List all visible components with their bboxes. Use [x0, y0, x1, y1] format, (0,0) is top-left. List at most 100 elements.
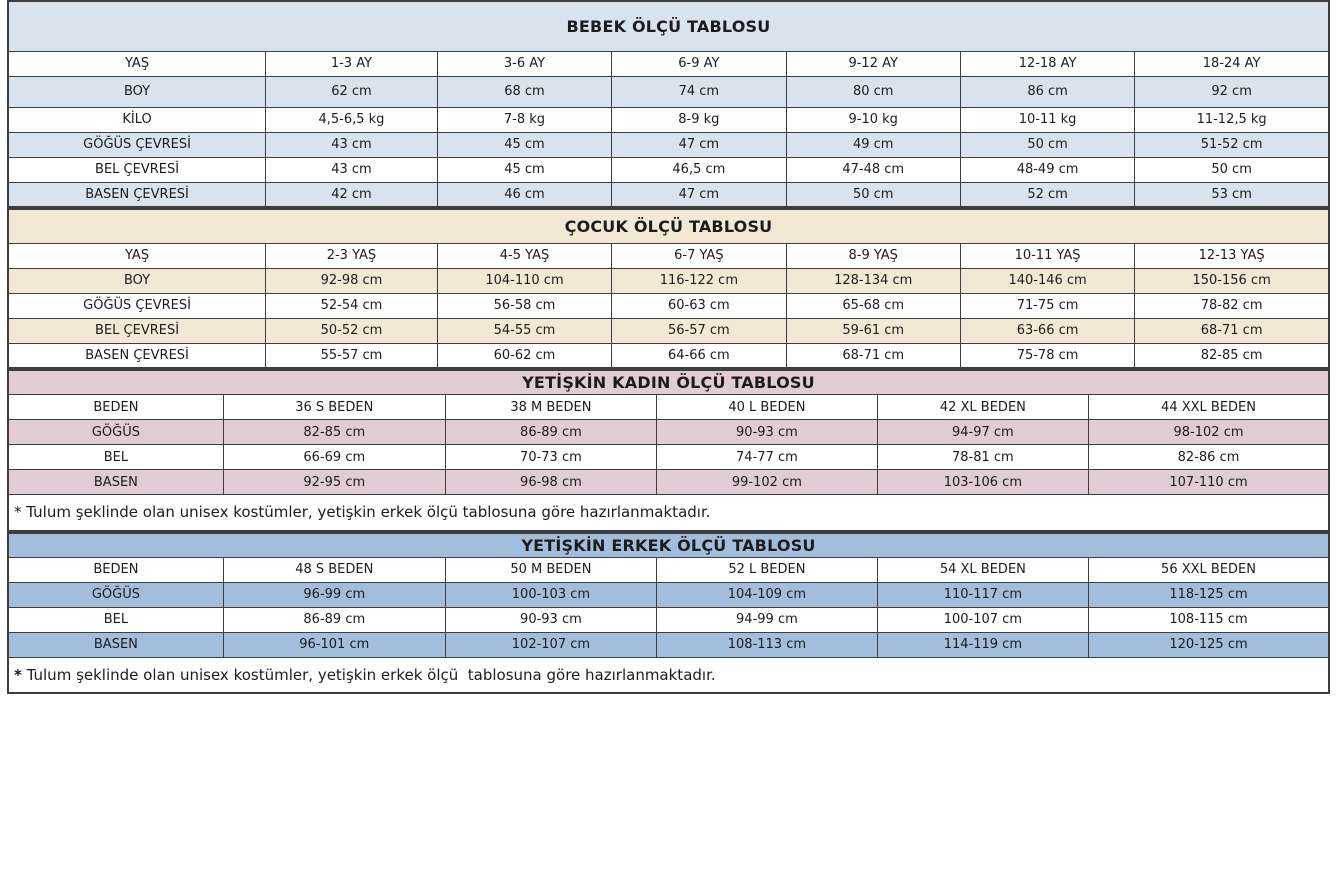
value-cell: 68-71 cm — [1134, 317, 1330, 344]
value-cell: 52-54 cm — [265, 292, 438, 319]
value-cell: 96-101 cm — [222, 631, 446, 658]
men-table-footnote: * Tulum şeklinde olan unisex kostümler, … — [7, 656, 1330, 694]
value-cell: 68-71 cm — [785, 342, 961, 369]
value-cell: 80 cm — [785, 75, 961, 108]
value-cell: 92-98 cm — [265, 267, 438, 294]
value-cell: 56-58 cm — [436, 292, 613, 319]
title-row: YETİŞKİN ERKEK ÖLÇÜ TABLOSU — [7, 532, 1330, 558]
row-label: BOY — [7, 75, 267, 108]
value-cell: 96-99 cm — [222, 581, 446, 608]
table-row: BASEN 96-101 cm 102-107 cm 108-113 cm 11… — [7, 631, 1330, 658]
column-header: 42 XL BEDEN — [876, 394, 1090, 420]
value-cell: 90-93 cm — [444, 606, 658, 633]
row-label: BEDEN — [7, 394, 224, 420]
value-cell: 104-109 cm — [656, 581, 878, 608]
men-size-table: YETİŞKİN ERKEK ÖLÇÜ TABLOSU BEDEN 48 S B… — [7, 531, 1330, 694]
value-cell: 114-119 cm — [876, 631, 1090, 658]
value-cell: 8-9 kg — [611, 106, 787, 133]
table-row: BEL 66-69 cm 70-73 cm 74-77 cm 78-81 cm … — [7, 444, 1330, 470]
table-row: BASEN ÇEVRESİ 42 cm 46 cm 47 cm 50 cm 52… — [7, 181, 1330, 208]
header-row: BEDEN 36 S BEDEN 38 M BEDEN 40 L BEDEN 4… — [7, 394, 1330, 420]
column-header: 9-12 AY — [785, 50, 961, 77]
row-label: BASEN ÇEVRESİ — [7, 181, 267, 208]
column-header: 50 M BEDEN — [444, 556, 658, 583]
footnote-row: * Tulum şeklinde olan unisex kostümler, … — [7, 494, 1330, 531]
column-header: 38 M BEDEN — [444, 394, 658, 420]
value-cell: 48-49 cm — [959, 156, 1136, 183]
value-cell: 78-81 cm — [876, 444, 1090, 470]
value-cell: 68 cm — [436, 75, 613, 108]
table-row: BOY 62 cm 68 cm 74 cm 80 cm 86 cm 92 cm — [7, 75, 1330, 108]
value-cell: 64-66 cm — [611, 342, 787, 369]
value-cell: 42 cm — [265, 181, 438, 208]
baby-table-title: BEBEK ÖLÇÜ TABLOSU — [7, 0, 1330, 52]
title-row: BEBEK ÖLÇÜ TABLOSU — [7, 0, 1330, 52]
value-cell: 150-156 cm — [1134, 267, 1330, 294]
value-cell: 54-55 cm — [436, 317, 613, 344]
value-cell: 92-95 cm — [222, 469, 446, 495]
value-cell: 47 cm — [611, 131, 787, 158]
column-header: 8-9 YAŞ — [785, 242, 961, 269]
column-header: 1-3 AY — [265, 50, 438, 77]
value-cell: 47 cm — [611, 181, 787, 208]
value-cell: 52 cm — [959, 181, 1136, 208]
value-cell: 86-89 cm — [444, 419, 658, 445]
value-cell: 49 cm — [785, 131, 961, 158]
header-row: YAŞ 1-3 AY 3-6 AY 6-9 AY 9-12 AY 12-18 A… — [7, 50, 1330, 77]
title-row: ÇOCUK ÖLÇÜ TABLOSU — [7, 208, 1330, 244]
value-cell: 99-102 cm — [656, 469, 878, 495]
column-header: 48 S BEDEN — [222, 556, 446, 583]
value-cell: 56-57 cm — [611, 317, 787, 344]
value-cell: 50 cm — [785, 181, 961, 208]
column-header: 12-13 YAŞ — [1134, 242, 1330, 269]
value-cell: 102-107 cm — [444, 631, 658, 658]
table-row: KİLO 4,5-6,5 kg 7-8 kg 8-9 kg 9-10 kg 10… — [7, 106, 1330, 133]
value-cell: 60-63 cm — [611, 292, 787, 319]
value-cell: 50 cm — [1134, 156, 1330, 183]
value-cell: 10-11 kg — [959, 106, 1136, 133]
value-cell: 45 cm — [436, 131, 613, 158]
column-header: 12-18 AY — [959, 50, 1136, 77]
table-row: BASEN ÇEVRESİ 55-57 cm 60-62 cm 64-66 cm… — [7, 342, 1330, 369]
value-cell: 107-110 cm — [1088, 469, 1330, 495]
row-label: GÖĞÜS — [7, 419, 224, 445]
value-cell: 98-102 cm — [1088, 419, 1330, 445]
men-table-title: YETİŞKİN ERKEK ÖLÇÜ TABLOSU — [7, 532, 1330, 558]
value-cell: 51-52 cm — [1134, 131, 1330, 158]
column-header: 36 S BEDEN — [222, 394, 446, 420]
value-cell: 92 cm — [1134, 75, 1330, 108]
value-cell: 71-75 cm — [959, 292, 1136, 319]
value-cell: 82-85 cm — [222, 419, 446, 445]
value-cell: 103-106 cm — [876, 469, 1090, 495]
column-header: 18-24 AY — [1134, 50, 1330, 77]
column-header: 40 L BEDEN — [656, 394, 878, 420]
column-header: 44 XXL BEDEN — [1088, 394, 1330, 420]
column-header: 4-5 YAŞ — [436, 242, 613, 269]
column-header: 54 XL BEDEN — [876, 556, 1090, 583]
title-row: YETİŞKİN KADIN ÖLÇÜ TABLOSU — [7, 369, 1330, 395]
value-cell: 63-66 cm — [959, 317, 1136, 344]
column-header: 10-11 YAŞ — [959, 242, 1136, 269]
value-cell: 46,5 cm — [611, 156, 787, 183]
value-cell: 96-98 cm — [444, 469, 658, 495]
table-row: BEL ÇEVRESİ 50-52 cm 54-55 cm 56-57 cm 5… — [7, 317, 1330, 344]
table-row: GÖĞÜS 96-99 cm 100-103 cm 104-109 cm 110… — [7, 581, 1330, 608]
footnote-row: * Tulum şeklinde olan unisex kostümler, … — [7, 656, 1330, 694]
row-label: BEDEN — [7, 556, 224, 583]
column-header: 2-3 YAŞ — [265, 242, 438, 269]
row-label: GÖĞÜS ÇEVRESİ — [7, 131, 267, 158]
value-cell: 86 cm — [959, 75, 1136, 108]
value-cell: 82-86 cm — [1088, 444, 1330, 470]
value-cell: 66-69 cm — [222, 444, 446, 470]
women-size-table: YETİŞKİN KADIN ÖLÇÜ TABLOSU BEDEN 36 S B… — [7, 369, 1330, 532]
value-cell: 140-146 cm — [959, 267, 1136, 294]
row-label: BOY — [7, 267, 267, 294]
table-row: GÖĞÜS ÇEVRESİ 52-54 cm 56-58 cm 60-63 cm… — [7, 292, 1330, 319]
row-label: BASEN ÇEVRESİ — [7, 342, 267, 369]
footnote-text: Tulum şeklinde olan unisex kostümler, ye… — [21, 665, 716, 684]
column-header: 6-9 AY — [611, 50, 787, 77]
value-cell: 108-113 cm — [656, 631, 878, 658]
baby-size-table: BEBEK ÖLÇÜ TABLOSU YAŞ 1-3 AY 3-6 AY 6-9… — [7, 0, 1330, 208]
row-label: GÖĞÜS ÇEVRESİ — [7, 292, 267, 319]
value-cell: 104-110 cm — [436, 267, 613, 294]
